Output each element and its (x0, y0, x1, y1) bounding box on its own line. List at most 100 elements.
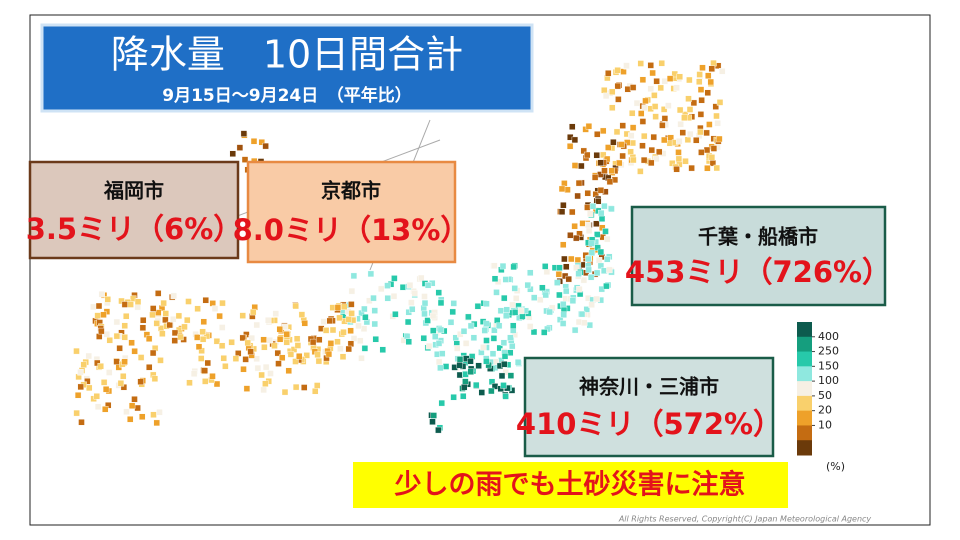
station (687, 130, 694, 138)
station (651, 92, 658, 99)
copyright: All Rights Reserved, Copyright(C) Japan … (618, 515, 872, 524)
station (676, 73, 683, 81)
station (690, 99, 698, 107)
station (660, 106, 668, 113)
station (418, 274, 425, 282)
station (587, 210, 594, 218)
station (442, 363, 450, 370)
station (599, 224, 606, 232)
legend-swatch (797, 366, 812, 382)
station (588, 301, 595, 308)
station (588, 249, 596, 257)
station (480, 344, 487, 351)
station (121, 322, 128, 329)
station (85, 384, 93, 392)
station (232, 355, 240, 362)
station (276, 336, 284, 343)
station (243, 385, 251, 392)
station (247, 348, 254, 355)
station (491, 327, 498, 334)
card-value: 453ミリ（726%） (625, 255, 891, 289)
legend-label: 100 (818, 374, 839, 387)
station (242, 356, 249, 363)
station (411, 290, 418, 297)
station (334, 304, 342, 311)
station (121, 358, 128, 365)
station (470, 334, 478, 341)
station (348, 310, 355, 317)
legend-label: 10 (818, 418, 832, 431)
station (581, 319, 588, 326)
station (693, 137, 700, 144)
station (714, 120, 721, 127)
station (199, 328, 206, 335)
station (405, 338, 412, 345)
station (337, 345, 344, 352)
station (239, 312, 246, 319)
station (593, 269, 601, 277)
legend-swatch (797, 410, 812, 426)
station (137, 354, 145, 361)
station (546, 308, 553, 316)
station (156, 409, 163, 416)
station (498, 372, 506, 380)
station (134, 298, 142, 305)
station (190, 370, 198, 377)
station (639, 142, 646, 149)
station (435, 289, 442, 296)
station (560, 311, 567, 318)
station (601, 167, 608, 174)
station (676, 106, 684, 114)
station (563, 263, 570, 270)
station (350, 272, 358, 280)
station (462, 378, 469, 385)
station (454, 345, 461, 352)
legend-swatch (797, 322, 812, 338)
station (603, 155, 611, 163)
station (100, 379, 108, 386)
station (392, 311, 399, 318)
station (658, 60, 665, 67)
station (336, 314, 343, 322)
station (127, 301, 134, 308)
station (527, 269, 534, 276)
station (279, 354, 286, 361)
station (171, 329, 179, 337)
station (681, 114, 688, 122)
station (371, 307, 378, 314)
station (219, 324, 226, 331)
station (602, 228, 609, 235)
station (614, 67, 621, 74)
station (139, 324, 147, 331)
station (103, 331, 111, 338)
station (118, 297, 125, 305)
station (301, 384, 308, 391)
station (241, 156, 249, 163)
station (100, 311, 107, 318)
station (613, 128, 621, 136)
station (571, 162, 579, 169)
station (608, 167, 615, 175)
station (78, 419, 85, 426)
station (595, 257, 603, 264)
station (503, 312, 510, 319)
station (564, 186, 571, 193)
station (500, 382, 507, 389)
station (166, 321, 173, 329)
station (524, 281, 531, 289)
card (246, 160, 457, 264)
station (673, 84, 680, 91)
station (357, 337, 364, 344)
station (483, 320, 490, 327)
station (510, 263, 517, 271)
station (653, 78, 660, 85)
station (563, 287, 570, 295)
station (429, 312, 437, 320)
station (609, 88, 616, 96)
station (530, 328, 538, 336)
station (605, 70, 612, 77)
card-value: 3.5ミリ（6%） (26, 212, 243, 246)
station (316, 336, 323, 343)
station (94, 312, 101, 319)
station (113, 318, 121, 326)
